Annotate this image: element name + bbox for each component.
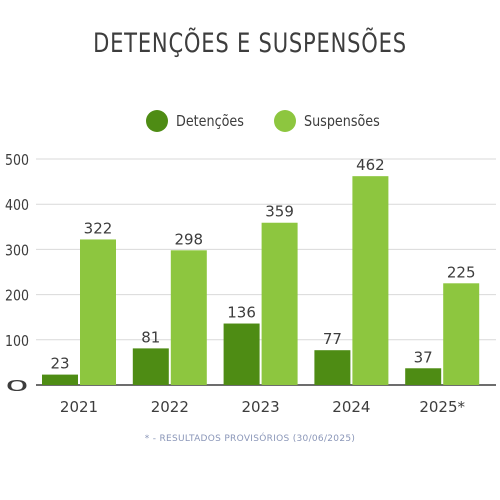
bar-detencoes [314,350,351,385]
y-tick-label: 100 [5,332,29,350]
legend-item-suspensoes: Suspensões [274,108,393,134]
y-tick-label: 500 [5,151,29,169]
bar-suspensoes [352,176,389,385]
y-tick-label: 0 [5,377,29,395]
bar-suspensoes [80,239,116,385]
bar-detencoes [405,368,442,385]
data-label-suspensoes: 322 [84,219,113,237]
data-label-suspensoes: 298 [174,230,203,248]
x-tick-label: 2023 [242,398,280,416]
data-label-detencoes: 81 [141,328,160,346]
footnote: * - RESULTADOS PROVISÓRIOS (30/06/2025) [144,434,356,444]
x-tick-label: 2025* [419,398,465,416]
chart-title: DETENÇÕES E SUSPENSÕES [93,28,407,59]
bar-detencoes [132,348,169,385]
data-label-detencoes: 136 [227,304,256,322]
data-label-detencoes: 23 [50,355,69,373]
bar-detencoes [42,374,78,385]
legend: Detenções Suspensões [0,108,500,134]
bar-suspensoes [443,283,480,385]
legend-swatch-suspensoes [274,110,296,132]
bar-suspensoes [170,250,207,385]
legend-label-suspensoes: Suspensões [304,112,380,130]
y-tick-label: 400 [5,196,29,214]
data-label-suspensoes: 225 [447,263,476,281]
x-tick-label: 2024 [332,398,370,416]
legend-label-detencoes: Detenções [176,112,244,130]
bar-detencoes [223,323,260,385]
x-tick-label: 2022 [151,398,189,416]
bar-suspensoes [261,222,298,385]
legend-item-detencoes: Detenções [146,108,256,134]
y-tick-label: 300 [5,241,29,259]
y-tick-label: 200 [5,287,29,305]
data-label-suspensoes: 359 [265,203,294,221]
data-label-detencoes: 37 [414,348,433,366]
data-label-detencoes: 77 [323,330,342,348]
x-tick-label: 2021 [60,398,98,416]
data-label-suspensoes: 462 [356,156,385,174]
legend-swatch-detencoes [146,110,168,132]
